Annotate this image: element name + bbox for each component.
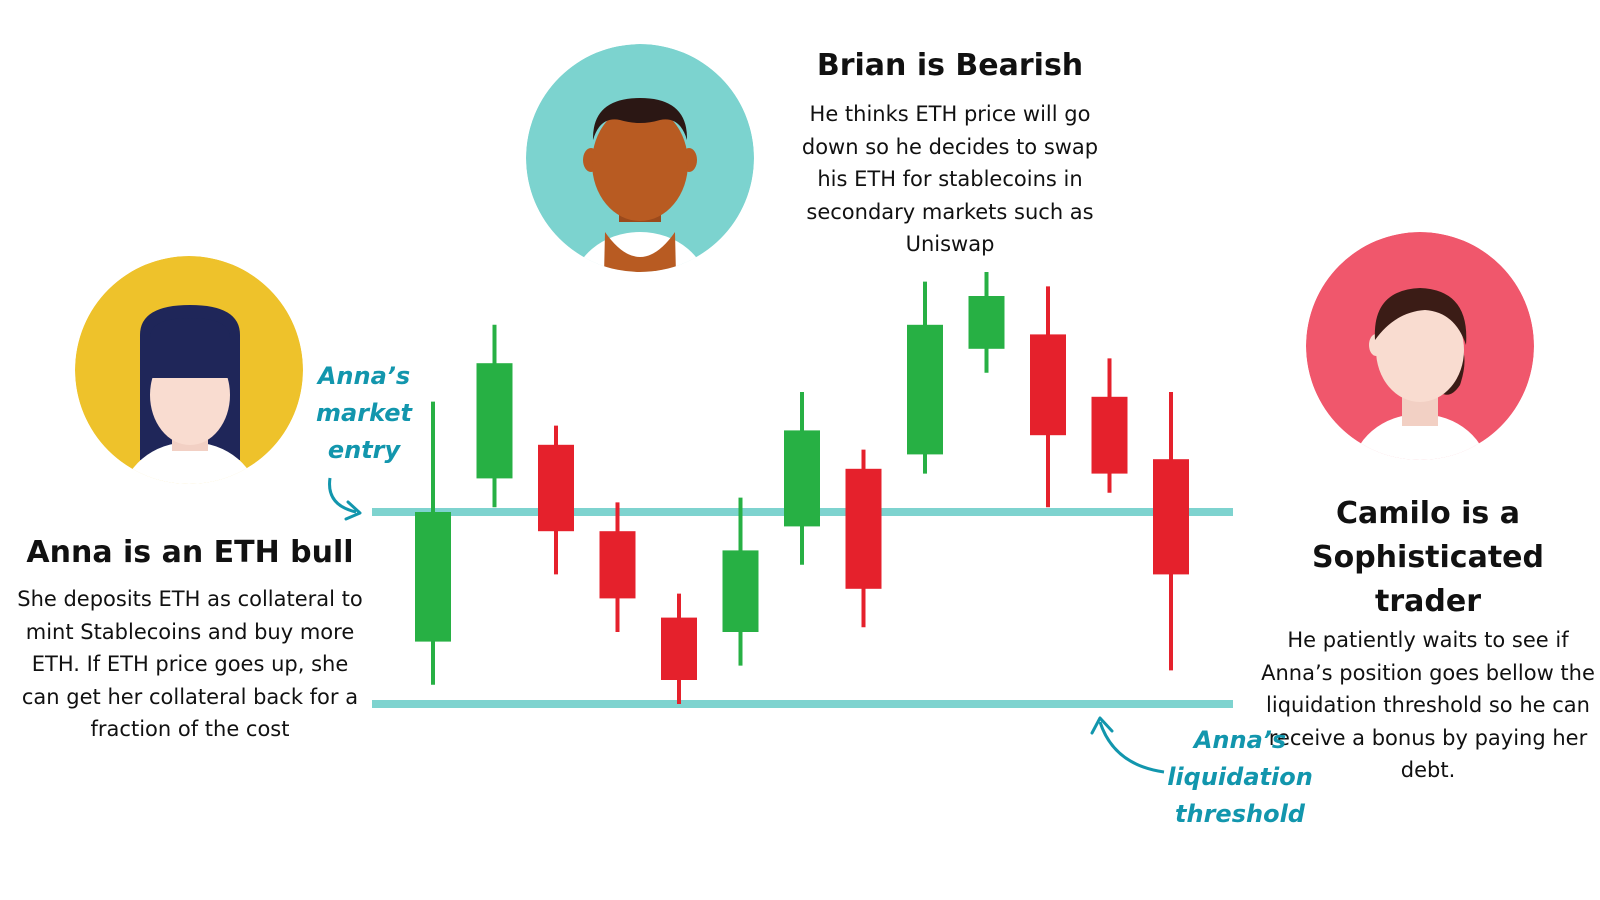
liquidation-arrowhead [1090, 716, 1114, 735]
candle-body [661, 617, 697, 680]
candle-9 [907, 281, 943, 474]
brian-avatar [526, 44, 754, 272]
candle-body [476, 363, 513, 479]
anna-title: Anna is an ETH bull [26, 535, 354, 570]
camilo-title-line1: Camilo is a [1336, 496, 1520, 531]
market-entry-annotation: Anna’s market entry [304, 358, 424, 469]
candle-body [415, 512, 451, 642]
candle-8 [845, 449, 882, 628]
liquidation-annotation-line: threshold [1175, 800, 1305, 828]
candle-body [538, 444, 574, 532]
camilo-description: He patiently waits to see if Anna’s posi… [1261, 628, 1595, 782]
candle-11 [1030, 286, 1066, 508]
candle-body [968, 296, 1005, 349]
candle-body [907, 324, 943, 455]
candle-body [784, 430, 820, 527]
candle-12 [1091, 358, 1128, 493]
market-entry-annotation-line: market [316, 399, 412, 427]
candle-6 [722, 497, 759, 666]
candle-10 [968, 272, 1005, 373]
market-entry-annotation-line: entry [327, 436, 401, 464]
candle-7 [784, 392, 820, 565]
candle-13 [1153, 392, 1189, 671]
candle-body [1030, 334, 1066, 436]
brian-title: Brian is Bearish [816, 48, 1084, 83]
anna-block: Anna is an ETH bull She deposits ETH as … [10, 531, 370, 746]
candle-body [1153, 459, 1189, 575]
candles [415, 272, 1189, 704]
camilo-block: Camilo is a Sophisticated trader He pati… [1258, 492, 1598, 787]
candle-1 [415, 401, 451, 685]
liquidation-annotation-line: Anna’s [1193, 726, 1287, 754]
liquidation-arrow [1098, 721, 1165, 774]
market-entry-arrowhead [344, 500, 362, 521]
liquidation-annotation: Anna’s liquidation threshold [1150, 722, 1330, 833]
camilo-title-line2: Sophisticated trader [1311, 540, 1544, 619]
anna-avatar [75, 256, 303, 484]
candle-2 [476, 324, 513, 508]
camilo-avatar [1306, 232, 1534, 460]
market-entry-arrow [328, 477, 357, 514]
candle-body [845, 468, 882, 589]
candle-body [599, 531, 636, 599]
liquidation-annotation-line: liquidation [1167, 763, 1313, 791]
market-entry-annotation-line: Anna’s [317, 362, 411, 390]
candle-5 [661, 593, 697, 704]
candle-body [1091, 396, 1128, 474]
brian-block: Brian is Bearish He thinks ETH price wil… [760, 44, 1140, 261]
brian-description: He thinks ETH price will go down so he d… [801, 102, 1099, 256]
candle-3 [538, 425, 574, 575]
candle-4 [599, 502, 636, 632]
candle-body [722, 550, 759, 632]
anna-description: She deposits ETH as collateral to mint S… [17, 587, 363, 741]
